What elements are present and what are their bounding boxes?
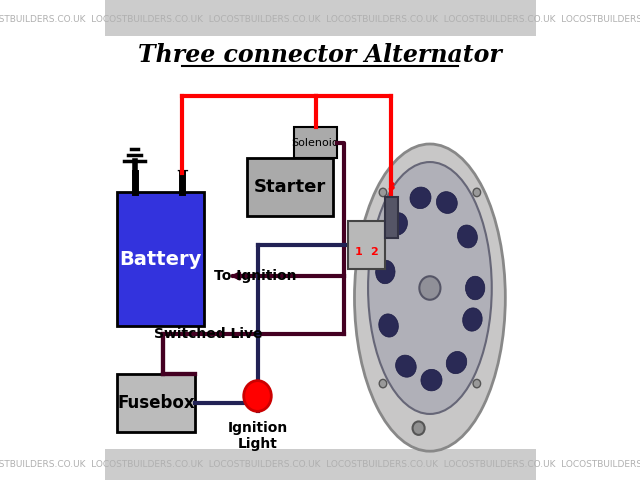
Circle shape: [419, 276, 440, 300]
Text: Battery: Battery: [119, 250, 202, 269]
Bar: [117, 192, 204, 326]
Text: Starter: Starter: [253, 178, 326, 196]
Bar: [104, 0, 536, 36]
Ellipse shape: [387, 213, 408, 235]
Text: +: +: [175, 162, 189, 180]
Ellipse shape: [446, 351, 467, 373]
Circle shape: [380, 379, 387, 388]
Ellipse shape: [410, 187, 431, 209]
Ellipse shape: [463, 308, 482, 331]
Ellipse shape: [436, 192, 458, 214]
Bar: [247, 158, 333, 216]
Ellipse shape: [376, 260, 395, 284]
Circle shape: [413, 421, 424, 435]
Circle shape: [380, 188, 387, 197]
Text: 2: 2: [371, 247, 378, 257]
Circle shape: [244, 381, 271, 411]
Bar: [117, 374, 195, 432]
Bar: [348, 221, 385, 269]
Bar: [104, 449, 536, 480]
Text: Switched Live: Switched Live: [154, 326, 262, 341]
Ellipse shape: [379, 314, 398, 337]
Text: Ignition
Light: Ignition Light: [227, 421, 287, 451]
Text: Three connector Alternator: Three connector Alternator: [138, 43, 502, 67]
Bar: [294, 127, 337, 158]
Ellipse shape: [396, 355, 416, 377]
Text: To Ignition: To Ignition: [214, 269, 297, 283]
Ellipse shape: [355, 144, 506, 451]
Circle shape: [473, 188, 481, 197]
Circle shape: [473, 379, 481, 388]
Ellipse shape: [458, 225, 477, 248]
Text: Fusebox: Fusebox: [117, 394, 195, 412]
Text: LOCOSTBUILDERS.CO.UK  LOCOSTBUILDERS.CO.UK  LOCOSTBUILDERS.CO.UK  LOCOSTBUILDERS: LOCOSTBUILDERS.CO.UK LOCOSTBUILDERS.CO.U…: [0, 460, 640, 469]
Text: -: -: [132, 162, 138, 180]
Ellipse shape: [368, 162, 492, 414]
Text: 3: 3: [387, 182, 395, 192]
Text: 1: 1: [355, 247, 363, 257]
Ellipse shape: [465, 276, 485, 300]
Text: Solenoid: Solenoid: [292, 138, 340, 148]
Ellipse shape: [421, 369, 442, 391]
Text: LOCOSTBUILDERS.CO.UK  LOCOSTBUILDERS.CO.UK  LOCOSTBUILDERS.CO.UK  LOCOSTBUILDERS: LOCOSTBUILDERS.CO.UK LOCOSTBUILDERS.CO.U…: [0, 15, 640, 24]
Bar: [385, 197, 397, 238]
